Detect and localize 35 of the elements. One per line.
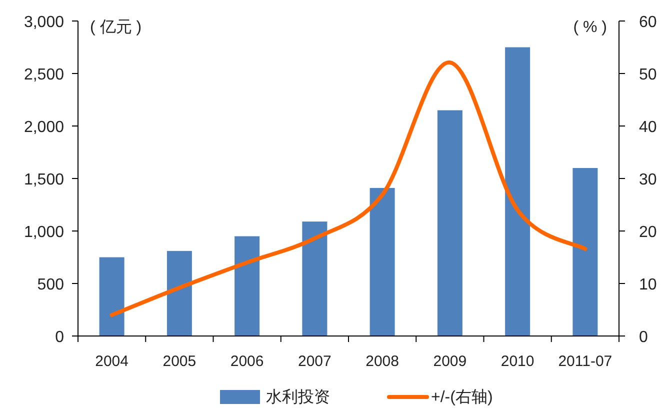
y-tick-label: 2,500 bbox=[24, 66, 64, 84]
legend-label: 水利投资 bbox=[266, 388, 330, 406]
y2-tick-label: 20 bbox=[639, 224, 657, 241]
y-axis-title: ( 亿元 ) bbox=[90, 19, 142, 36]
bar bbox=[437, 110, 462, 336]
y2-tick-label: 60 bbox=[639, 14, 657, 31]
y-tick-label: 3,000 bbox=[24, 14, 64, 31]
bar bbox=[234, 236, 260, 336]
y2-axis-title: ( % ) bbox=[573, 19, 607, 36]
bar bbox=[505, 47, 530, 336]
y2-tick-label: 10 bbox=[639, 276, 657, 294]
x-tick-label: 2006 bbox=[230, 353, 264, 370]
bar bbox=[370, 188, 395, 336]
y-tick-label: 1,000 bbox=[24, 224, 64, 241]
y-tick-label: 500 bbox=[37, 276, 64, 294]
x-tick-label: 2011-07 bbox=[558, 353, 612, 370]
y-tick-label: 0 bbox=[55, 329, 64, 346]
x-tick-label: 2004 bbox=[95, 353, 128, 370]
x-tick-label: 2005 bbox=[162, 353, 196, 370]
y2-tick-label: 40 bbox=[639, 119, 657, 136]
x-tick-label: 2007 bbox=[298, 353, 332, 370]
bar bbox=[572, 168, 598, 336]
y-tick-label: 1,500 bbox=[24, 172, 64, 188]
line-series bbox=[110, 60, 588, 317]
x-tick-label: 2009 bbox=[433, 353, 467, 370]
bar bbox=[302, 222, 328, 336]
legend-label: +/-(右轴) bbox=[431, 388, 493, 406]
x-tick-label: 2008 bbox=[366, 353, 399, 370]
x-tick-label: 2010 bbox=[500, 353, 534, 370]
bar bbox=[166, 250, 192, 336]
y2-tick-label: 0 bbox=[639, 329, 648, 346]
bar bbox=[99, 257, 124, 336]
y2-tick-label: 30 bbox=[639, 172, 657, 188]
y-tick-label: 2,000 bbox=[24, 119, 64, 136]
y2-tick-label: 50 bbox=[639, 66, 657, 84]
